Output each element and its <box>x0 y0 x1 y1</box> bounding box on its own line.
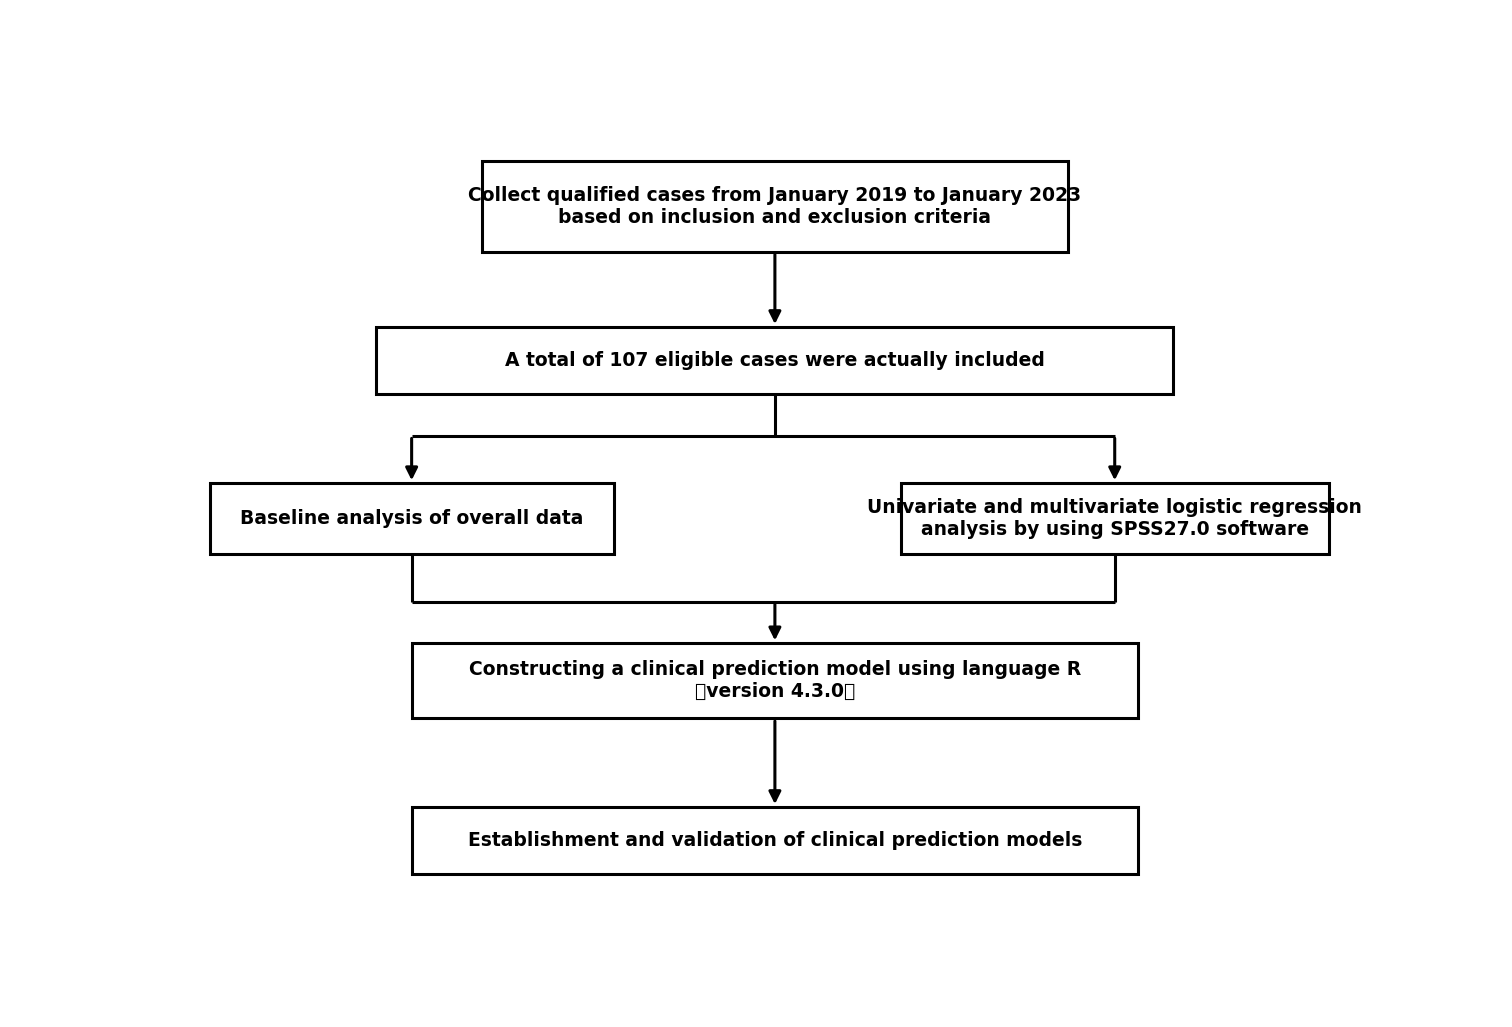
FancyBboxPatch shape <box>482 161 1067 252</box>
Text: Collect qualified cases from January 2019 to January 2023
based on inclusion and: Collect qualified cases from January 201… <box>469 186 1081 227</box>
FancyBboxPatch shape <box>901 483 1329 555</box>
FancyBboxPatch shape <box>411 643 1139 718</box>
FancyBboxPatch shape <box>210 483 614 555</box>
Text: Establishment and validation of clinical prediction models: Establishment and validation of clinical… <box>467 831 1083 850</box>
Text: A total of 107 eligible cases were actually included: A total of 107 eligible cases were actua… <box>505 351 1045 370</box>
Text: Baseline analysis of overall data: Baseline analysis of overall data <box>240 509 584 528</box>
Text: Univariate and multivariate logistic regression
analysis by using SPSS27.0 softw: Univariate and multivariate logistic reg… <box>868 498 1362 539</box>
Text: Constructing a clinical prediction model using language R
（version 4.3.0）: Constructing a clinical prediction model… <box>469 660 1081 701</box>
FancyBboxPatch shape <box>411 807 1139 874</box>
FancyBboxPatch shape <box>376 327 1173 394</box>
